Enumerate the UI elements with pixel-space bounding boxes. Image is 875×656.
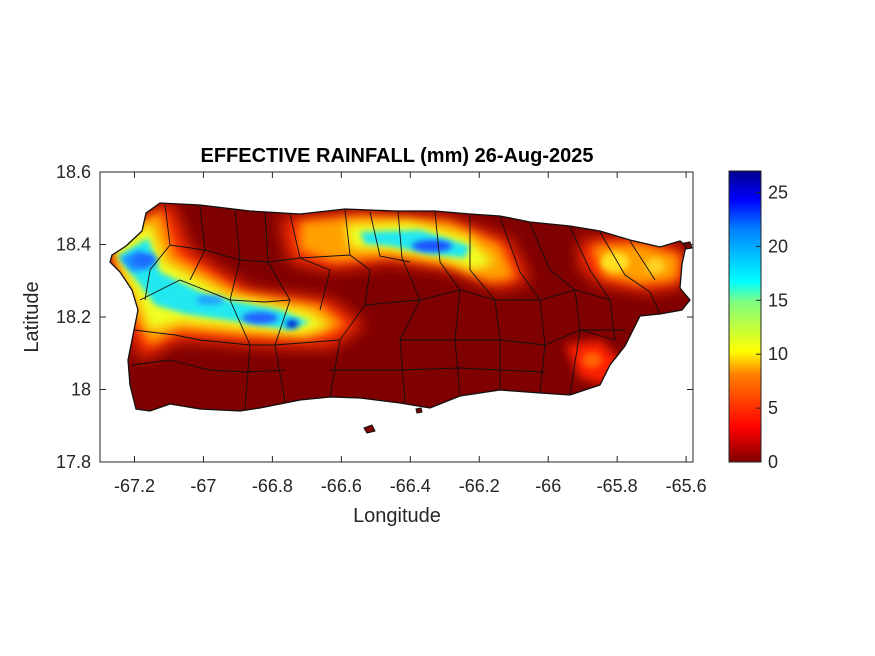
north-rain-band — [280, 212, 530, 290]
colorbar-tick-label: 5 — [768, 398, 778, 418]
x-tick-label: -66.8 — [252, 476, 293, 496]
colorbar-tick-label: 15 — [768, 290, 788, 310]
colorbar-ticks: 0 5 10 15 20 25 — [756, 183, 788, 472]
x-axis-ticks: -67.2 -67 -66.8 -66.6 -66.4 -66.2 -66 -65.8 -65.… — [114, 172, 707, 496]
x-tick-label: -66 — [535, 476, 561, 496]
small-islet-south — [415, 407, 423, 414]
x-tick-label: -65.8 — [597, 476, 638, 496]
y-tick-label: 18.6 — [56, 162, 91, 182]
northeast-rain-patch — [580, 236, 686, 292]
y-tick-label: 18.2 — [56, 307, 91, 327]
y-tick-label: 17.8 — [56, 452, 91, 472]
colorbar-tick-label: 20 — [768, 236, 788, 256]
colorbar-tick-label: 25 — [768, 183, 788, 203]
x-tick-label: -66.6 — [321, 476, 362, 496]
x-tick-label: -67.2 — [114, 476, 155, 496]
colorbar-tick-label: 10 — [768, 344, 788, 364]
x-tick-label: -67 — [190, 476, 216, 496]
x-tick-label: -66.2 — [459, 476, 500, 496]
colorbar-gradient — [728, 170, 762, 463]
small-islet-east — [683, 241, 693, 250]
x-tick-label: -66.4 — [390, 476, 431, 496]
x-axis-label: Longitude — [353, 505, 441, 527]
island-shape — [110, 203, 690, 411]
y-axis-ticks: 18.6 18.4 18.2 18 17.8 — [56, 162, 693, 472]
x-tick-label: -65.6 — [666, 476, 707, 496]
rainfall-field — [109, 202, 693, 434]
colorbar: 0 5 10 15 20 25 — [728, 170, 788, 472]
map-title: EFFECTIVE RAINFALL (mm) 26-Aug-2025 — [200, 145, 593, 167]
island-coastline — [109, 202, 691, 412]
colorbar-tick-label: 0 — [768, 452, 778, 472]
y-tick-label: 18 — [71, 380, 91, 400]
y-tick-label: 18.4 — [56, 235, 91, 255]
y-axis-label: Latitude — [21, 281, 43, 352]
municipality-boundaries — [131, 204, 661, 411]
caja-de-muertos-island — [363, 424, 376, 434]
